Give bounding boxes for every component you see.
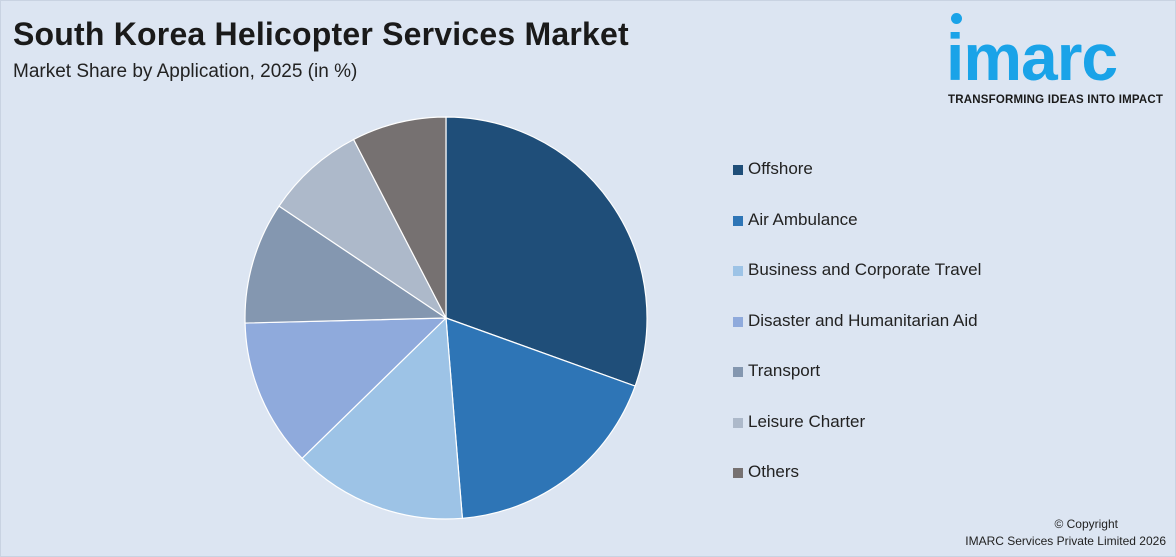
logo-wordmark: imarc [946,20,1118,94]
logo-dot-icon [951,13,962,24]
legend-label: Business and Corporate Travel [748,260,982,279]
copyright-notice: © Copyright IMARC Services Private Limit… [965,516,1166,550]
legend-swatch [733,367,743,377]
legend-label: Offshore [748,159,813,178]
pie-slice-air-ambulance [445,317,636,519]
legend-swatch [733,215,743,226]
legend-label: Others [748,462,800,481]
legend-label: Disaster and Humanitarian Aid [748,310,978,330]
legend-swatch [733,165,743,175]
pie-slice-others [352,116,447,319]
pie-slice-leisure-charter [278,138,447,319]
pie-slice-business-and-corporate-travel [301,316,464,520]
legend-label: Leisure Charter [748,411,866,431]
copyright-line-1: © Copyright [1054,517,1118,531]
legend-swatch [733,468,743,478]
legend-swatch [733,417,743,428]
pie-slice-disaster-and-humanitarian-aid [244,317,448,460]
legend-label: Air Ambulance [748,209,858,229]
logo-tagline: TRANSFORMING IDEAS INTO IMPACT [948,94,1164,106]
chart-subtitle: Market Share by Application, 2025 (in %) [13,61,358,82]
copyright-line-2: IMARC Services Private Limited 2026 [965,534,1166,548]
chart-title: South Korea Helicopter Services Market [13,16,629,52]
legend-swatch [733,316,743,327]
legend-label: Transport [748,361,821,380]
pie-slice-offshore [445,116,648,387]
imarc-logo: imarc TRANSFORMING IDEAS INTO IMPACT [946,10,1172,110]
legend-swatch [733,266,743,276]
pie-slice-transport [244,205,448,324]
